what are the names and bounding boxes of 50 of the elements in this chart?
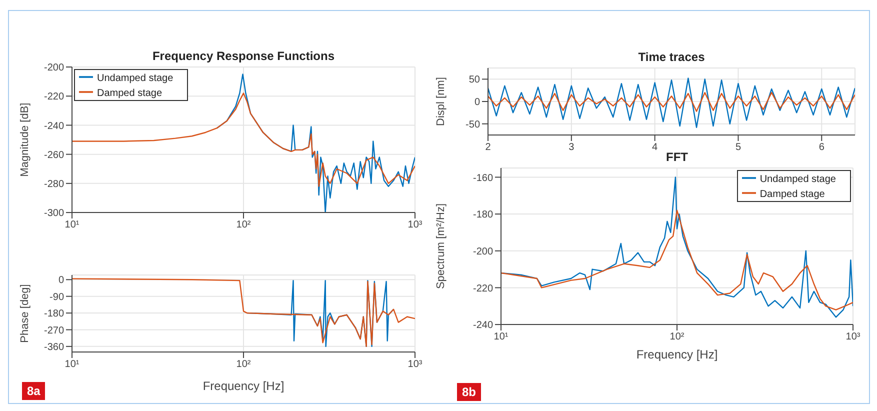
y-axis-title: Phase [deg] <box>18 284 31 343</box>
x-tick-label: 10¹ <box>64 359 80 370</box>
chart-title: Time traces <box>637 50 706 64</box>
x-tick-label: 10² <box>236 220 252 231</box>
y-tick-label: -220 <box>44 92 64 103</box>
y-tick-label: -50 <box>466 119 480 130</box>
x-tick-label: 6 <box>818 142 825 154</box>
x-tick-label: 10² <box>236 359 252 370</box>
y-tick-label: -260 <box>44 150 64 161</box>
y-tick-label: -240 <box>44 120 64 132</box>
x-tick-label: 10³ <box>846 332 861 343</box>
chart-title: Frequency Response Functions <box>151 49 336 63</box>
y-axis-title: Spectrum [m²/Hz] <box>434 203 447 290</box>
text: 8b <box>457 383 482 401</box>
y-tick-label: -280 <box>44 178 64 190</box>
x-tick-label: 3 <box>568 142 575 154</box>
y-tick-label: -200 <box>44 62 64 74</box>
y-tick-label: -160 <box>472 172 494 184</box>
x-tick-label: 10² <box>670 332 685 343</box>
y-tick-label: -180 <box>472 210 494 221</box>
y-axis-title: Displ [nm] <box>434 77 447 126</box>
y-tick-label: -90 <box>50 292 64 303</box>
y-tick-label: 0 <box>474 97 480 108</box>
y-axis-title: Magnitude [dB] <box>18 102 31 177</box>
x-axis-title: Frequency [Hz] <box>202 379 284 393</box>
y-tick-label: -200 <box>472 246 494 258</box>
x-tick-label: 10³ <box>408 220 423 231</box>
text: 8a <box>22 382 46 400</box>
legend-label: Undamped stage <box>760 174 836 186</box>
x-tick-label: 10¹ <box>494 332 509 343</box>
y-tick-label: 0 <box>58 275 64 286</box>
line-series <box>488 92 855 112</box>
y-tick-label: 50 <box>468 74 480 86</box>
x-tick-label: 2 <box>485 142 492 154</box>
y-tick-label: -240 <box>472 320 494 332</box>
y-tick-label: -270 <box>44 325 64 336</box>
x-axis-title: Frequency [Hz] <box>636 348 718 362</box>
x-tick-label: 4 <box>652 142 658 154</box>
legend-label: Damped stage <box>760 189 825 200</box>
x-tick-label: 5 <box>735 142 742 154</box>
x-tick-label: 10¹ <box>64 220 80 231</box>
x-tick-label: 10³ <box>408 359 423 370</box>
legend-label: Undamped stage <box>97 73 174 84</box>
y-tick-label: -300 <box>44 208 64 220</box>
y-tick-label: -180 <box>44 308 64 320</box>
line-series <box>488 78 855 128</box>
legend-label: Damped stage <box>97 88 162 100</box>
y-tick-label: -360 <box>44 342 64 353</box>
chart-title: FFT <box>666 150 688 164</box>
y-tick-label: -220 <box>472 283 494 294</box>
